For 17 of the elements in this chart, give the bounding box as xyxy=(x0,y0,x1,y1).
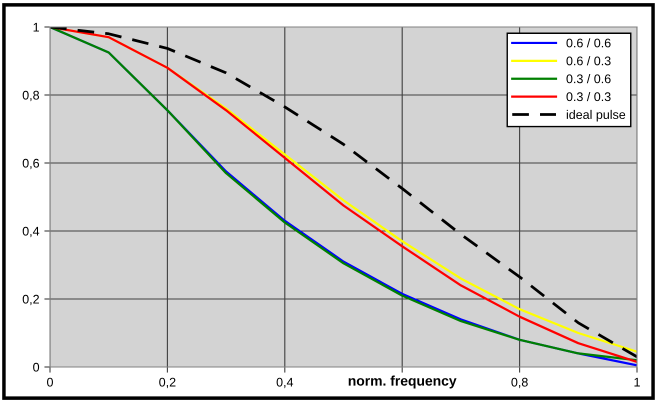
y-tick-label: 0,2 xyxy=(22,294,39,306)
legend-label: 0.3 / 0.3 xyxy=(566,92,611,102)
x-tick-label: 0,2 xyxy=(159,378,176,388)
x-tick-label: 0 xyxy=(47,378,53,387)
legend-label: 0.6 / 0.6 xyxy=(566,38,611,48)
x-tick-label: 0,8 xyxy=(511,378,528,388)
y-tick-label: 1 xyxy=(34,22,39,32)
y-tick-label: 0,8 xyxy=(22,90,40,102)
x-tick-label: 0,4 xyxy=(276,378,294,388)
y-tick-label: 0 xyxy=(33,362,40,372)
x-axis-title: norm. frequency xyxy=(348,376,457,388)
legend-label: ideal pulse xyxy=(566,110,626,122)
legend-label: 0.6 / 0.3 xyxy=(566,56,611,66)
y-tick-label: 0,6 xyxy=(22,158,40,170)
y-tick-label: 0,4 xyxy=(22,226,40,238)
legend-label: 0.3 / 0.6 xyxy=(566,74,611,84)
x-tick-label: 1 xyxy=(634,378,640,386)
